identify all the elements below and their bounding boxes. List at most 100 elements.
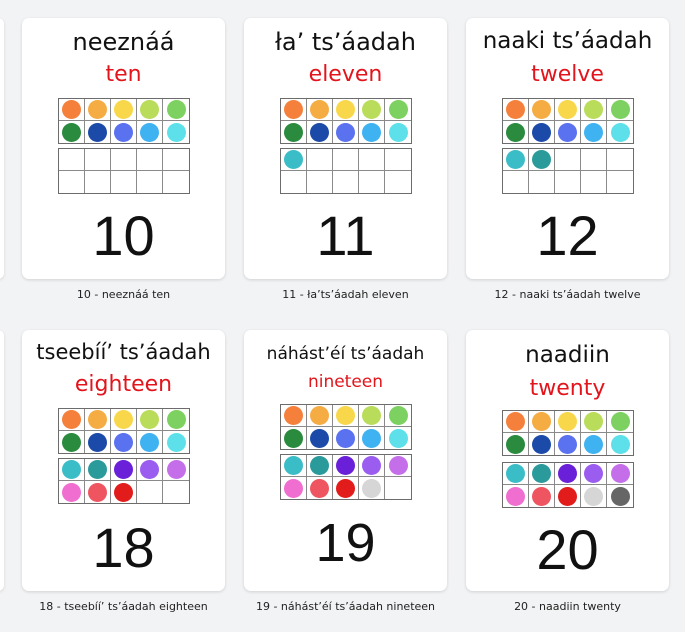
- frame-cell: [137, 149, 163, 171]
- frame-cell: [607, 121, 633, 143]
- card-caption: 11 - łaʼtsʼáadah eleven: [282, 288, 409, 301]
- flashcard-10[interactable]: neeznáá ten 10: [22, 18, 225, 279]
- counter-dot: [284, 150, 303, 169]
- frame-cell: [359, 477, 385, 499]
- counter-dot: [140, 460, 159, 479]
- frame-cell: [59, 149, 85, 171]
- counter-dot: [362, 406, 381, 425]
- frame-cell: [581, 149, 607, 171]
- counter-dot: [166, 410, 186, 429]
- counter-dot: [310, 428, 329, 448]
- counter-dot: [584, 412, 603, 431]
- frame-cell: [137, 99, 163, 121]
- frame-cell: [163, 149, 189, 171]
- frame-cell: [555, 485, 581, 507]
- frame-cell: [281, 455, 307, 477]
- frame-cell: [163, 409, 189, 431]
- counter-dot: [610, 412, 630, 431]
- counter-dot: [506, 150, 525, 169]
- frame-cell: [137, 431, 163, 453]
- counter-dot: [88, 100, 107, 119]
- frame-cell: [111, 481, 137, 503]
- native-word: naaki tsʼáadah: [482, 28, 653, 54]
- frame-cell: [503, 121, 529, 143]
- flashcard-12[interactable]: naaki tsʼáadah twelve 12: [466, 18, 669, 279]
- flashcard-11[interactable]: łaʼ tsʼáadah eleven 11: [244, 18, 447, 279]
- frame-cell: [581, 411, 607, 433]
- frame-cell: [359, 405, 385, 427]
- frame-cell: [385, 477, 411, 499]
- frame-cell: [307, 99, 333, 121]
- counter-dot: [388, 456, 408, 475]
- counter-dot: [506, 412, 525, 431]
- counter-dot: [610, 100, 630, 119]
- frame-cell: [137, 459, 163, 481]
- frame-cell: [581, 485, 607, 507]
- counter-dot: [284, 456, 303, 475]
- counter-dot: [506, 100, 525, 119]
- partial-card-row1[interactable]: [0, 18, 4, 279]
- frame-cell: [607, 463, 633, 485]
- flashcard-20[interactable]: naadiin twenty 20: [466, 330, 669, 591]
- frame-cell: [607, 99, 633, 121]
- counter-dot: [362, 122, 381, 142]
- counter-dot: [336, 478, 355, 498]
- flashcard-19[interactable]: náhástʼéí tsʼáadah nineteen 19: [244, 330, 447, 591]
- counter-dot: [284, 406, 303, 425]
- frame-cell: [333, 149, 359, 171]
- frame-cell: [59, 171, 85, 193]
- frame-cell: [359, 427, 385, 449]
- counter-dot: [114, 122, 133, 142]
- counter-dot: [558, 122, 577, 142]
- card-caption: 10 - neeznáá ten: [76, 288, 171, 301]
- frame-cell: [111, 409, 137, 431]
- frame-cell: [529, 463, 555, 485]
- frame-cell: [385, 427, 411, 449]
- frame-cell: [111, 431, 137, 453]
- counter-dot: [62, 100, 81, 119]
- numeral: 19: [315, 513, 376, 573]
- counter-dot: [388, 100, 408, 119]
- counter-dot: [114, 460, 133, 479]
- counter-dot: [62, 460, 81, 479]
- frame-cell: [503, 411, 529, 433]
- frame-cell: [581, 433, 607, 455]
- counter-dot: [88, 460, 107, 479]
- counter-dot: [336, 100, 355, 119]
- frame-cell: [163, 171, 189, 193]
- counter-dot: [62, 482, 81, 502]
- frame-cell: [59, 459, 85, 481]
- frame-cell: [581, 99, 607, 121]
- frame-cell: [529, 433, 555, 455]
- ten-frame-top: [502, 98, 634, 144]
- frame-cell: [85, 459, 111, 481]
- counter-dot: [558, 412, 577, 431]
- counter-dot: [362, 478, 381, 498]
- counter-dot: [558, 434, 577, 454]
- counter-dot: [114, 410, 133, 429]
- frame-cell: [281, 149, 307, 171]
- partial-card-row2[interactable]: [0, 330, 4, 591]
- counter-dot: [140, 410, 159, 429]
- frame-cell: [503, 463, 529, 485]
- frame-cell: [85, 99, 111, 121]
- ten-frame-bottom: [58, 148, 190, 194]
- counter-dot: [62, 122, 81, 142]
- card-caption: 20 - naadiin twenty: [514, 600, 621, 613]
- counter-dot: [88, 122, 107, 142]
- ten-frame-top: [280, 98, 412, 144]
- frame-cell: [555, 149, 581, 171]
- counter-dot: [284, 478, 303, 498]
- counter-dot: [284, 100, 303, 119]
- counter-dot: [532, 122, 551, 142]
- ten-frame-top: [502, 410, 634, 456]
- frame-cell: [281, 121, 307, 143]
- frame-cell: [385, 149, 411, 171]
- flashcard-18[interactable]: tseebííʼ tsʼáadah eighteen 18: [22, 330, 225, 591]
- counter-dot: [114, 100, 133, 119]
- frame-cell: [503, 149, 529, 171]
- frame-cell: [359, 121, 385, 143]
- native-word: náhástʼéí tsʼáadah: [266, 344, 425, 364]
- english-word: eighteen: [74, 372, 173, 397]
- frame-cell: [85, 121, 111, 143]
